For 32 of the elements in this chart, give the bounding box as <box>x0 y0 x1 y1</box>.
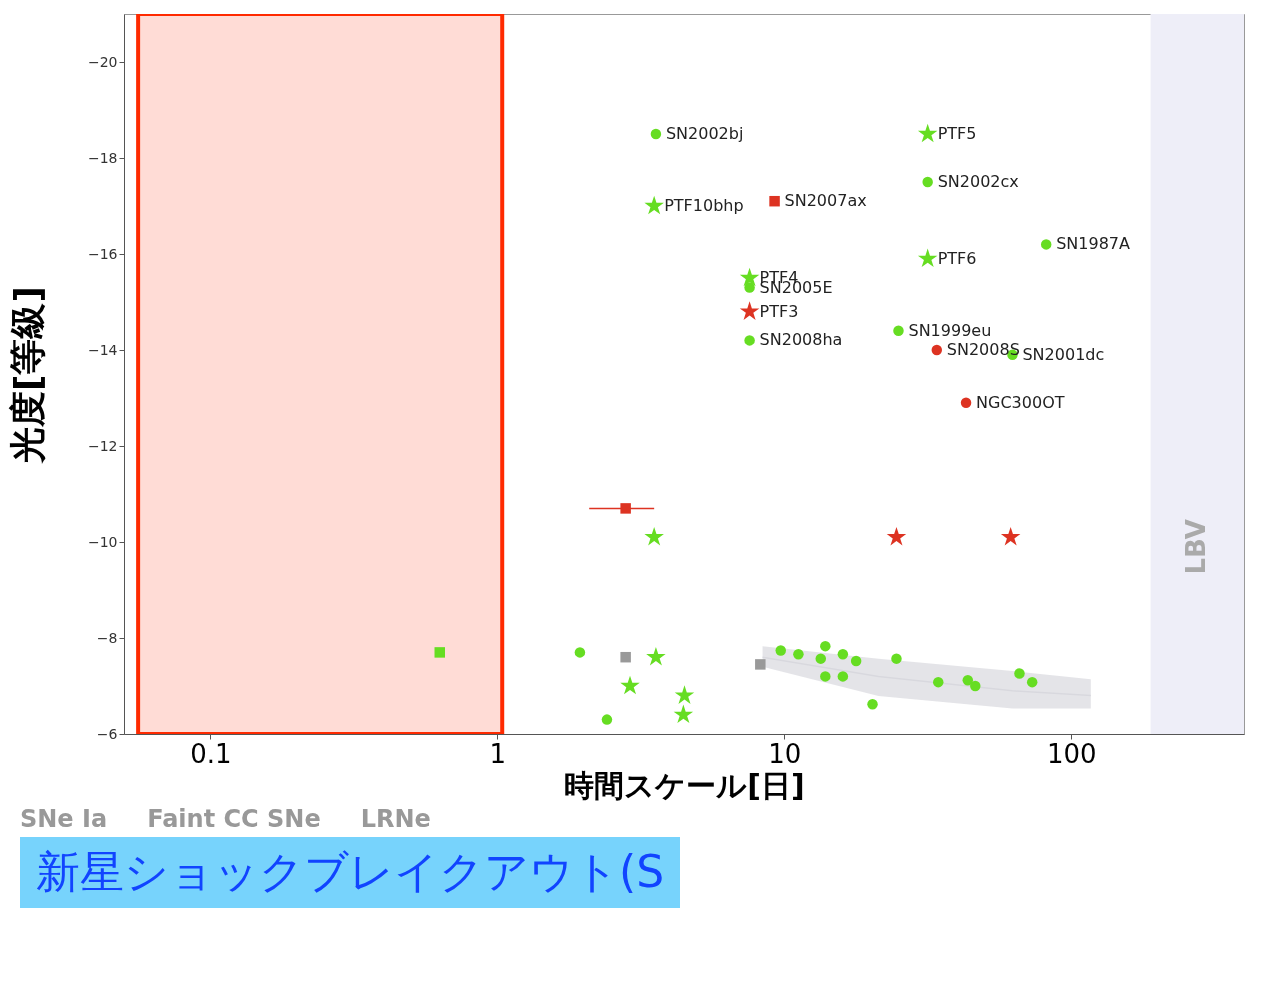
annotation: PTF6 <box>937 248 977 268</box>
y-tick-label: −16 <box>87 245 118 262</box>
y-tick-label: −12 <box>87 437 118 454</box>
annotation: PTF10bhp <box>664 196 744 215</box>
annotation: PTF5 <box>937 124 977 143</box>
y-tick-label: −8 <box>96 629 118 646</box>
annotation: SN1987A <box>1056 234 1131 254</box>
y-tick-label: −10 <box>87 533 118 550</box>
x-tick-label: 100 <box>1046 738 1097 769</box>
annotation: NGC300OT <box>976 392 1065 412</box>
annotation: SN2008ha <box>759 330 843 350</box>
annotation: SN2001dc <box>1022 344 1105 364</box>
annotation: SN2008S <box>946 340 1020 359</box>
text: Faint CC SNe <box>147 805 321 833</box>
y-axis-title: 光度[等級] <box>6 286 48 465</box>
annotation: SN1999eu <box>908 320 992 340</box>
annotation: PTF3 <box>759 301 799 321</box>
y-tick-label: −20 <box>87 53 118 70</box>
x-axis-title: 時間スケール[日] <box>564 767 805 803</box>
band-label: LBV <box>1181 519 1212 575</box>
annotation: SN2002bj <box>665 124 744 143</box>
text: SNe Ia <box>20 805 108 833</box>
annotation: SN2007ax <box>784 191 867 211</box>
text: LRNe <box>360 805 431 833</box>
y-tick-label: −18 <box>87 149 118 166</box>
x-tick-label: 1 <box>489 738 507 769</box>
text: 新星ショックブレイクアウト(S <box>20 837 681 908</box>
x-tick-label: 10 <box>768 738 802 769</box>
y-tick-label: −14 <box>87 341 118 358</box>
x-tick-label: 0.1 <box>190 738 232 769</box>
y-tick-label: −6 <box>96 725 118 742</box>
annotation: SN2002cx <box>937 172 1019 191</box>
